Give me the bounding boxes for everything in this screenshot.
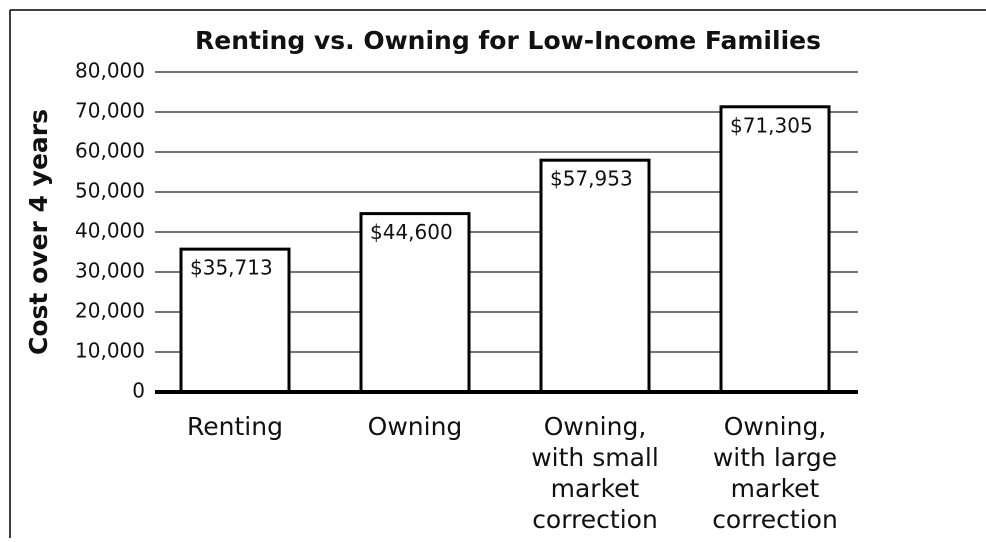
x-tick-label-line: Owning (368, 412, 463, 441)
y-tick-label: 70,000 (75, 99, 145, 123)
x-tick-label: Owning, with small market correction (531, 412, 659, 534)
value-label: $35,713 (190, 256, 273, 280)
bar (359, 212, 471, 394)
value-label: $71,305 (730, 113, 813, 137)
y-tick-label: 30,000 (75, 259, 145, 283)
x-tick-label: Owning, with large market correction (712, 412, 838, 534)
x-tick-label-line: Owning, (544, 412, 647, 441)
x-tick-label-line: Renting (187, 412, 283, 441)
y-tick-label: 60,000 (75, 139, 145, 163)
x-tick-label-line: market (551, 474, 640, 503)
x-tick-label: Owning (368, 412, 463, 441)
value-label: $44,600 (370, 220, 453, 244)
y-tick-label: 80,000 (75, 59, 145, 83)
chart-title: Renting vs. Owning for Low-Income Famili… (195, 26, 821, 55)
bar (719, 105, 831, 394)
x-tick-label: Renting (187, 412, 283, 441)
x-tick-label-line: Owning, (724, 412, 827, 441)
bar (179, 247, 291, 394)
x-tick-label-line: with small (531, 443, 659, 472)
x-tick-label-line: correction (712, 505, 838, 534)
y-tick-label: 20,000 (75, 299, 145, 323)
bar (539, 158, 651, 394)
x-tick-label-line: market (731, 474, 820, 503)
y-axis-label: Cost over 4 years (24, 109, 53, 355)
value-label: $57,953 (550, 167, 633, 191)
x-tick-label-line: correction (532, 505, 658, 534)
y-tick-label: 10,000 (75, 339, 145, 363)
y-tick-label: 40,000 (75, 219, 145, 243)
x-tick-label-line: with large (713, 443, 837, 472)
y-tick-label: 50,000 (75, 179, 145, 203)
y-tick-label: 0 (132, 379, 145, 403)
